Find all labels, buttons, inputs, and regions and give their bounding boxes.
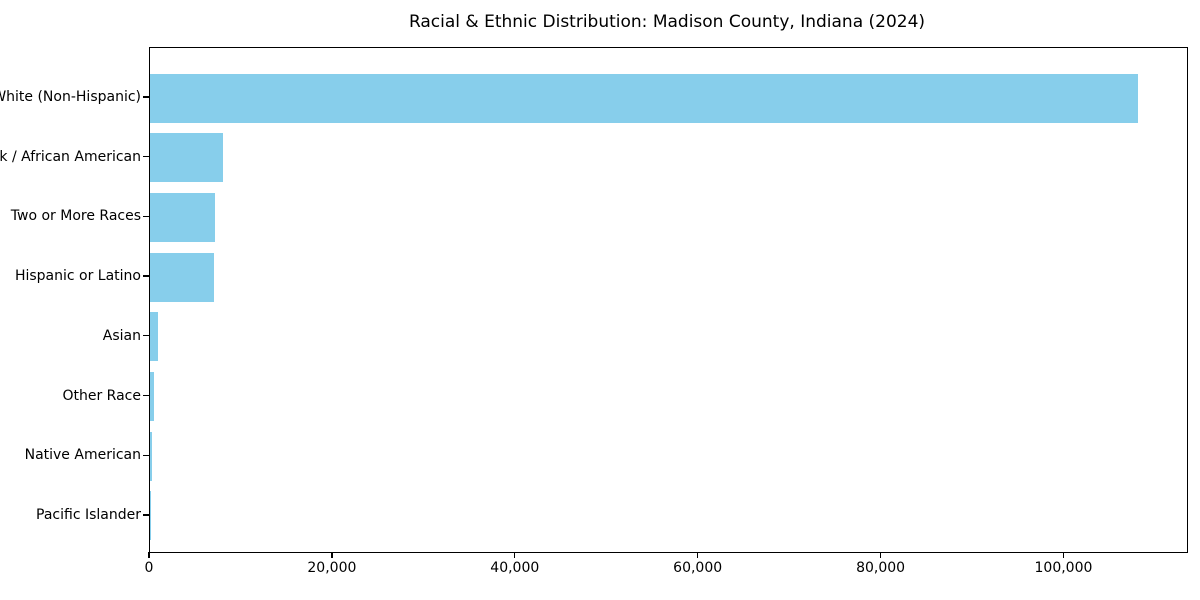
x-tick-label: 20,000 — [307, 560, 357, 576]
y-tick-mark — [143, 454, 149, 456]
x-tick-label: 40,000 — [490, 560, 540, 576]
bar-other-race — [150, 372, 154, 421]
y-tick-label: Two or More Races — [10, 208, 141, 225]
bar-white-non-hispanic — [150, 73, 1138, 123]
y-tick-mark — [143, 96, 149, 98]
bar-hispanic-or-latino — [150, 252, 214, 302]
y-tick-label: Native American — [24, 447, 141, 464]
bar-pacific-islander — [150, 491, 151, 541]
x-tick-mark — [148, 552, 150, 558]
y-tick-label: Black / African American — [0, 148, 141, 165]
x-tick-mark — [1062, 552, 1065, 558]
bar-two-or-more-races — [150, 192, 215, 242]
y-tick-label: Hispanic or Latino — [14, 268, 141, 285]
y-tick-mark — [143, 514, 149, 516]
y-tick-mark — [143, 156, 149, 158]
plot-area — [149, 47, 1188, 553]
y-tick-label: Asian — [102, 327, 141, 344]
x-tick-mark — [514, 552, 516, 558]
bar-native-american — [150, 431, 152, 481]
x-tick-mark — [696, 552, 699, 558]
y-tick-label: Pacific Islander — [36, 506, 141, 523]
x-tick-label: 60,000 — [673, 560, 723, 576]
bar-asian — [150, 312, 159, 362]
x-tick-label: 0 — [144, 560, 154, 576]
y-tick-label: Other Race — [62, 387, 141, 404]
x-tick-label: 100,000 — [1034, 560, 1093, 576]
x-tick-label: 80,000 — [856, 560, 906, 576]
y-tick-mark — [143, 215, 149, 218]
x-tick-mark — [331, 552, 333, 558]
y-tick-mark — [143, 394, 149, 397]
bar-black-african-american — [150, 133, 224, 183]
y-tick-mark — [143, 275, 149, 277]
y-tick-label: White (Non-Hispanic) — [0, 89, 141, 105]
y-tick-mark — [143, 335, 149, 337]
chart-title: Racial & Ethnic Distribution: Madison Co… — [408, 12, 926, 32]
x-tick-mark — [879, 552, 882, 558]
